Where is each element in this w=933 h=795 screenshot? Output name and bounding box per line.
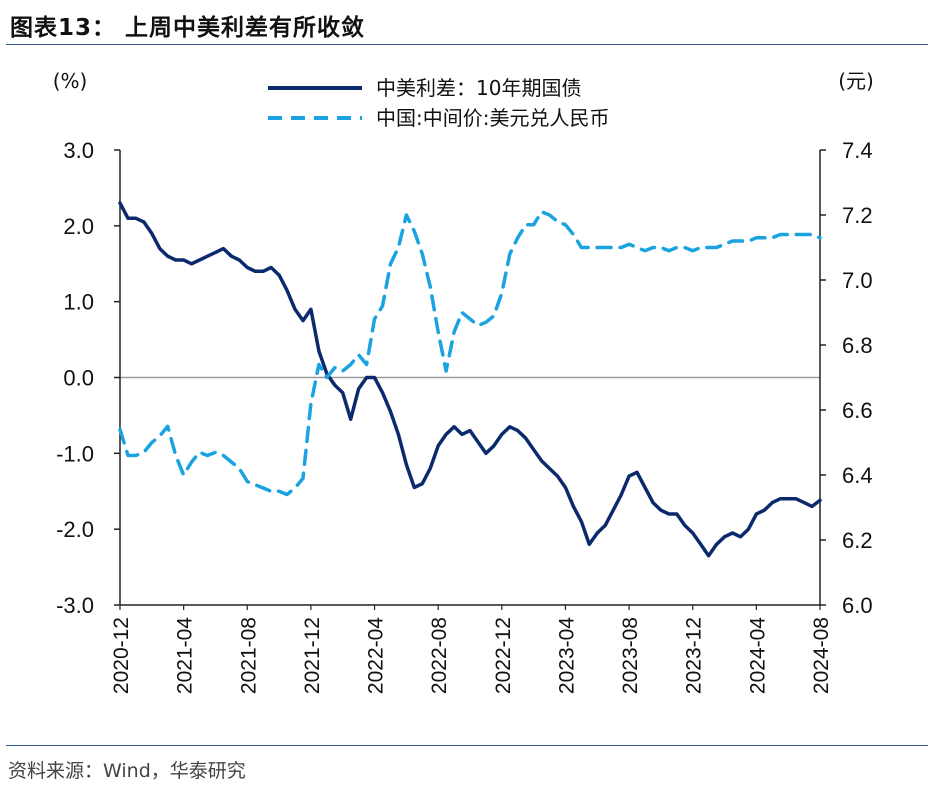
x-tick-label-11: 2024-08 <box>810 617 833 694</box>
x-tick-label-7: 2023-04 <box>555 617 578 694</box>
legend-label-1: 中国:中间价:美元兑人民币 <box>376 106 609 130</box>
x-tick-label-10: 2024-04 <box>746 617 769 694</box>
left-tick-label-4: -1.0 <box>56 441 94 466</box>
right-tick-label-3: 6.8 <box>842 333 873 358</box>
x-tick-label-6: 2022-12 <box>492 617 515 694</box>
left-tick-label-2: 1.0 <box>63 290 94 315</box>
left-tick-label-1: 2.0 <box>63 214 94 239</box>
x-tick-label-5: 2022-08 <box>428 617 451 694</box>
legend-label-0: 中美利差：10年期国债 <box>376 76 581 100</box>
chart-title: 图表13： 上周中美利差有所收敛 <box>10 15 366 41</box>
spread-series-line <box>118 201 822 558</box>
chart-axes: 3.0 2.0 1.0 0.0 -1.0 -2.0 -3.0 7.4 7.2 7.0 6.8 6.6 6… <box>53 69 874 694</box>
source-note: 资料来源：Wind，华泰研究 <box>8 760 246 782</box>
left-axis-unit: (%) <box>53 69 88 93</box>
left-tick-label-0: 3.0 <box>63 138 94 163</box>
x-tick-label-9: 2023-12 <box>683 617 706 694</box>
left-tick-label-3: 0.0 <box>63 366 94 391</box>
right-tick-label-1: 7.2 <box>842 203 873 228</box>
right-axis-unit: (元) <box>838 69 874 93</box>
fx-series-line <box>118 210 822 497</box>
chart-canvas: 3.0 2.0 1.0 0.0 -1.0 -2.0 -3.0 7.4 7.2 7.0 6.8 6.6 6… <box>53 69 874 694</box>
right-tick-label-6: 6.2 <box>842 528 873 553</box>
left-tick-label-6: -3.0 <box>56 593 94 618</box>
right-tick-label-7: 6.0 <box>842 593 873 618</box>
left-tick-label-5: -2.0 <box>56 517 94 542</box>
x-tick-label-4: 2022-04 <box>365 617 388 694</box>
title-rule <box>6 44 928 45</box>
x-tick-label-0: 2020-12 <box>110 617 133 694</box>
x-tick-label-2: 2021-08 <box>237 617 260 694</box>
right-tick-label-4: 6.6 <box>842 398 873 423</box>
x-tick-label-1: 2021-04 <box>174 617 197 694</box>
x-tick-label-8: 2023-08 <box>619 617 642 694</box>
chart-series <box>118 201 822 558</box>
right-tick-label-0: 7.4 <box>842 138 873 163</box>
right-tick-label-2: 7.0 <box>842 268 873 293</box>
right-tick-label-5: 6.4 <box>842 463 873 488</box>
x-tick-label-3: 2021-12 <box>301 617 324 694</box>
source-rule <box>6 745 928 746</box>
